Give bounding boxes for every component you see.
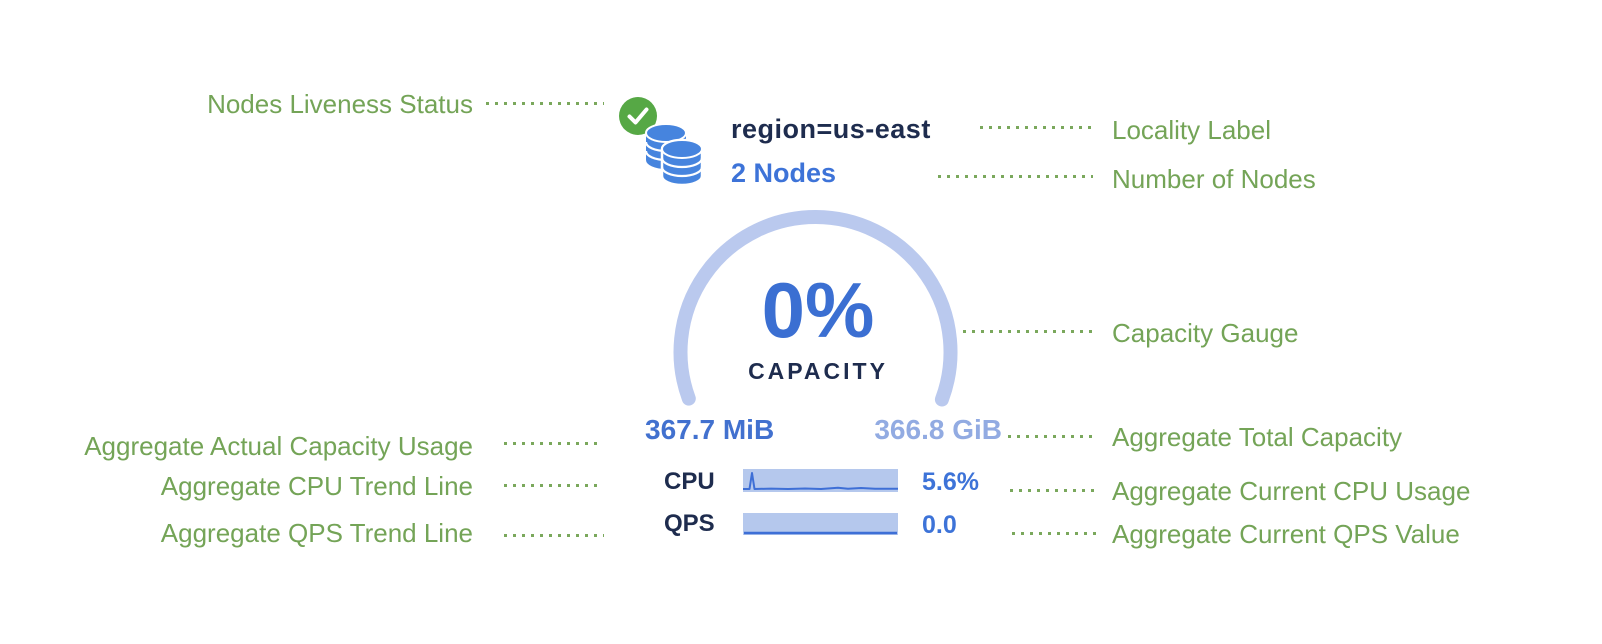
capacity-used-value: 367.7 MiB [645,414,775,445]
leader-line-cpu-trend [504,484,598,487]
cpu-row-label: CPU [664,468,715,495]
leader-line-capacity-gauge [963,330,1093,333]
qps-row-label: QPS [664,510,715,537]
leader-line-qps-value [1012,532,1098,535]
annotation-aggregate-total-capacity: Aggregate Total Capacity [1112,422,1403,452]
annotation-aggregate-cpu-trend-line: Aggregate CPU Trend Line [160,471,473,501]
qps-current-value: 0.0 [922,511,957,539]
cpu-current-value: 5.6% [922,468,979,496]
annotation-aggregate-actual-capacity-usage: Aggregate Actual Capacity Usage [84,431,473,461]
liveness-check-icon [619,97,657,135]
leader-line-locality [980,126,1092,129]
cpu-sparkline-path [743,472,898,490]
capacity-caption: CAPACITY [748,358,888,384]
annotation-aggregate-qps-trend-line: Aggregate QPS Trend Line [160,518,473,548]
leader-line-total-capacity [1008,435,1094,438]
leader-line-cpu-usage [1010,489,1098,492]
leader-line-qps-trend [504,534,604,537]
leader-line-number-of-nodes [938,175,1093,178]
qps-sparkline [743,513,898,535]
annotation-nodes-liveness-status: Nodes Liveness Status [207,89,473,119]
node-count-label[interactable]: 2 Nodes [731,158,837,188]
annotation-aggregate-current-cpu-usage: Aggregate Current CPU Usage [1112,476,1471,506]
capacity-gauge-arc [673,210,958,407]
annotation-aggregate-current-qps-value: Aggregate Current QPS Value [1112,519,1460,549]
database-stack-icon [645,123,704,187]
capacity-percent: 0% [761,266,875,354]
annotation-number-of-nodes: Number of Nodes [1112,164,1316,194]
leader-line-actual-capacity [504,442,598,445]
cpu-sparkline [743,469,898,492]
leader-line-liveness [486,102,604,105]
locality-label[interactable]: region=us-east [731,114,931,144]
annotation-capacity-gauge: Capacity Gauge [1112,318,1299,348]
capacity-total-value: 366.8 GiB [874,414,1002,445]
annotation-locality-label: Locality Label [1112,115,1271,145]
